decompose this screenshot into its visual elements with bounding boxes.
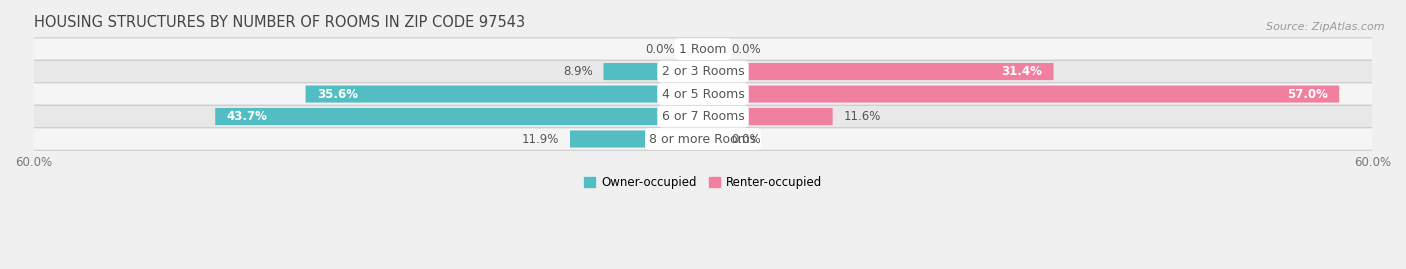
Text: 6 or 7 Rooms: 6 or 7 Rooms xyxy=(662,110,744,123)
FancyBboxPatch shape xyxy=(703,63,1053,80)
Text: 35.6%: 35.6% xyxy=(316,87,359,101)
Text: 0.0%: 0.0% xyxy=(731,133,761,146)
Text: 11.6%: 11.6% xyxy=(844,110,882,123)
FancyBboxPatch shape xyxy=(34,105,1372,128)
Text: 11.9%: 11.9% xyxy=(522,133,560,146)
Text: 43.7%: 43.7% xyxy=(226,110,267,123)
Text: 0.0%: 0.0% xyxy=(731,43,761,56)
FancyBboxPatch shape xyxy=(34,128,1372,150)
FancyBboxPatch shape xyxy=(34,60,1372,83)
Text: Source: ZipAtlas.com: Source: ZipAtlas.com xyxy=(1267,22,1385,31)
FancyBboxPatch shape xyxy=(34,83,1372,105)
FancyBboxPatch shape xyxy=(703,86,1339,102)
FancyBboxPatch shape xyxy=(703,108,832,125)
Text: 8.9%: 8.9% xyxy=(562,65,592,78)
FancyBboxPatch shape xyxy=(215,108,703,125)
Text: 2 or 3 Rooms: 2 or 3 Rooms xyxy=(662,65,744,78)
Text: 1 Room: 1 Room xyxy=(679,43,727,56)
Text: 8 or more Rooms: 8 or more Rooms xyxy=(650,133,756,146)
FancyBboxPatch shape xyxy=(34,38,1372,60)
FancyBboxPatch shape xyxy=(603,63,703,80)
Text: HOUSING STRUCTURES BY NUMBER OF ROOMS IN ZIP CODE 97543: HOUSING STRUCTURES BY NUMBER OF ROOMS IN… xyxy=(34,15,524,30)
Text: 4 or 5 Rooms: 4 or 5 Rooms xyxy=(662,87,744,101)
Text: 0.0%: 0.0% xyxy=(645,43,675,56)
FancyBboxPatch shape xyxy=(305,86,703,102)
Text: 57.0%: 57.0% xyxy=(1286,87,1327,101)
Legend: Owner-occupied, Renter-occupied: Owner-occupied, Renter-occupied xyxy=(579,171,827,194)
FancyBboxPatch shape xyxy=(569,130,703,148)
Text: 31.4%: 31.4% xyxy=(1001,65,1042,78)
